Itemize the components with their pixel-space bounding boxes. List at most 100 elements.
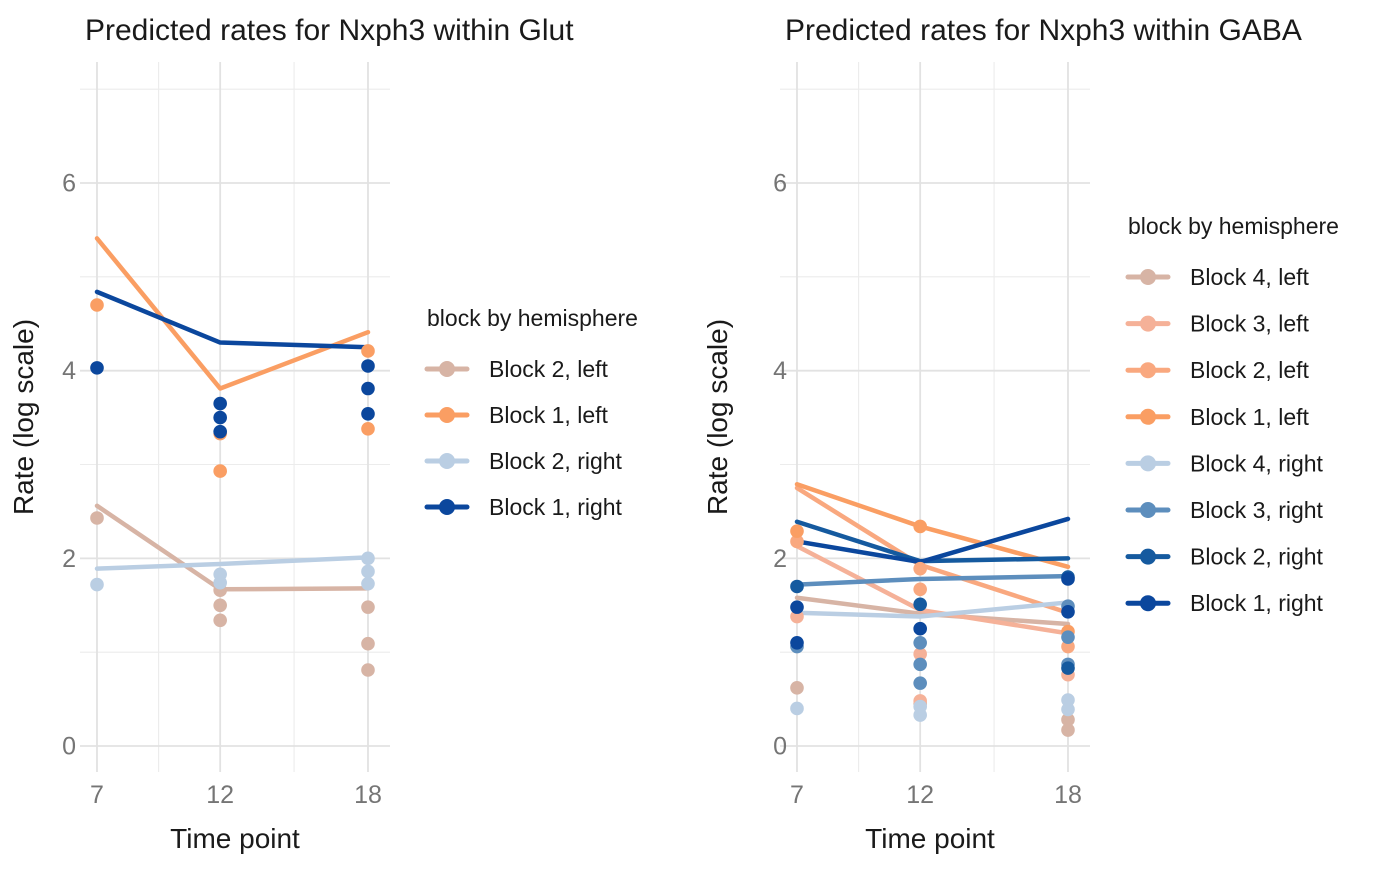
legend-key-dot: [1140, 548, 1156, 565]
legend: block by hemisphere Block 2, left Block 1,…: [424, 305, 638, 520]
legend-key-dot: [1140, 595, 1156, 612]
legend-item-block-4-left: Block 4, left: [1125, 264, 1309, 290]
data-point-block-2-right: [913, 597, 927, 612]
legend-item-label: Block 4, right: [1190, 450, 1324, 476]
data-point-block-1-right: [90, 361, 104, 375]
legend-key-dot: [439, 499, 455, 515]
data-point-block-1-right: [913, 621, 927, 636]
data-point-block-1-left: [213, 464, 227, 478]
data-point-block-3-right: [913, 657, 927, 672]
data-point-block-1-right: [1061, 572, 1075, 586]
series-line-block-4-left: [794, 595, 1071, 627]
data-point-block-2-left: [913, 561, 927, 576]
x-axis-title: Time point: [170, 823, 300, 854]
data-point-block-1-right: [213, 410, 227, 425]
data-point-block-1-right: [790, 600, 804, 614]
legend-item-block-3-left: Block 3, left: [1125, 311, 1309, 337]
series-line-block-2-left: [94, 503, 371, 592]
legend-key-dot: [1140, 362, 1156, 379]
y-tick-label: 2: [773, 545, 787, 573]
y-tick-label: 0: [62, 733, 76, 761]
y-axis-title: Rate (log scale): [8, 319, 39, 515]
legend-title: block by hemisphere: [1128, 213, 1339, 239]
legend-item-label: Block 4, left: [1190, 264, 1309, 290]
chart-gaba: Predicted rates for Nxph3 within GABA Ra…: [702, 14, 1339, 854]
plot-area: 0 2 4 6 7 12 18: [773, 62, 1090, 809]
data-point-block-1-right: [361, 381, 375, 396]
data-point-block-3-right: [913, 635, 927, 650]
legend-item-label: Block 1, left: [1190, 404, 1309, 430]
data-point-block-2-right: [361, 551, 375, 566]
x-tick-label: 12: [206, 781, 234, 809]
data-point-block-1-right: [361, 407, 375, 421]
legend-item-block-4-right: Block 4, right: [1125, 450, 1324, 476]
data-point-block-2-left: [213, 598, 227, 613]
data-point-block-1-right: [361, 359, 375, 373]
data-point-block-3-right: [1061, 630, 1075, 644]
legend-item-label: Block 3, right: [1190, 497, 1324, 523]
data-point-block-2-right: [1061, 661, 1075, 675]
series-line-block-3-right: [794, 573, 1071, 587]
data-point-block-4-left: [790, 681, 804, 695]
x-axis-title: Time point: [865, 823, 995, 854]
chart-title-gaba: Predicted rates for Nxph3 within GABA: [785, 14, 1302, 47]
legend-item-block-1-right: Block 1, right: [424, 494, 623, 520]
legend-item-block-2-left: Block 2, left: [424, 356, 608, 382]
y-tick-label: 0: [773, 733, 787, 761]
y-axis-title: Rate (log scale): [702, 319, 733, 515]
y-tick-label: 6: [62, 170, 76, 198]
legend-key-dot: [439, 453, 455, 469]
data-point-block-4-left: [1061, 712, 1075, 727]
plot-area: 0 2 4 6 7 12 18: [62, 62, 390, 809]
series-line-block-1-left: [94, 236, 371, 391]
data-point-block-3-left: [790, 609, 804, 624]
data-point-block-1-right: [790, 635, 804, 650]
legend-title: block by hemisphere: [427, 305, 638, 331]
data-point-block-2-right: [361, 564, 375, 579]
legend-key-dot: [1140, 408, 1156, 425]
legend-key-dot: [439, 407, 455, 423]
legend-item-block-2-left: Block 2, left: [1125, 357, 1309, 383]
legend-item-block-1-right: Block 1, right: [1125, 590, 1324, 616]
series-line-block-1-left: [794, 481, 1071, 570]
legend-item-label: Block 1, right: [1190, 590, 1324, 616]
x-tick-label: 7: [90, 781, 104, 809]
x-tick-label: 18: [354, 781, 382, 809]
data-point-block-1-left: [790, 524, 804, 538]
series-line-block-4-right: [794, 600, 1071, 619]
legend-item-block-2-right: Block 2, right: [424, 448, 623, 474]
data-point-block-1-right: [213, 424, 227, 439]
legend-key-dot: [1140, 269, 1156, 285]
data-point-block-1-right: [1061, 605, 1075, 619]
series-line-block-1-right: [94, 289, 371, 350]
data-point-block-2-left: [361, 636, 375, 651]
legend-key-dot: [439, 361, 455, 377]
data-point-block-4-right: [913, 708, 927, 722]
data-point-block-2-right: [90, 577, 104, 592]
legend-key-dot: [1140, 315, 1156, 332]
legend-item-label: Block 3, left: [1190, 311, 1309, 337]
data-point-block-2-left: [790, 534, 804, 549]
data-point-block-4-right: [790, 701, 804, 716]
legend-item-block-1-left: Block 1, left: [1125, 404, 1309, 430]
chart-glut: Predicted rates for Nxph3 within Glut Ra…: [8, 14, 638, 854]
x-tick-label: 7: [790, 781, 804, 809]
data-point-block-4-right: [1061, 702, 1075, 717]
data-point-block-1-right: [213, 396, 227, 411]
legend-item-label: Block 2, right: [489, 448, 623, 474]
y-tick-label: 2: [62, 545, 76, 573]
data-point-block-4-left: [1061, 723, 1075, 737]
data-point-block-2-right: [213, 575, 227, 590]
data-point-block-2-left: [90, 511, 104, 525]
legend-item-block-1-left: Block 1, left: [424, 402, 608, 428]
legend: block by hemisphere Block 4, left Block 3,…: [1125, 213, 1339, 616]
data-point-block-2-left: [361, 663, 375, 677]
legend-key-dot: [1140, 455, 1156, 472]
legend-item-block-3-right: Block 3, right: [1125, 497, 1324, 523]
data-point-block-1-left: [361, 344, 375, 358]
legend-item-label: Block 2, left: [1190, 357, 1309, 383]
data-point-block-3-right: [913, 676, 927, 690]
data-point-block-1-left: [913, 519, 927, 534]
y-tick-label: 4: [773, 357, 787, 385]
